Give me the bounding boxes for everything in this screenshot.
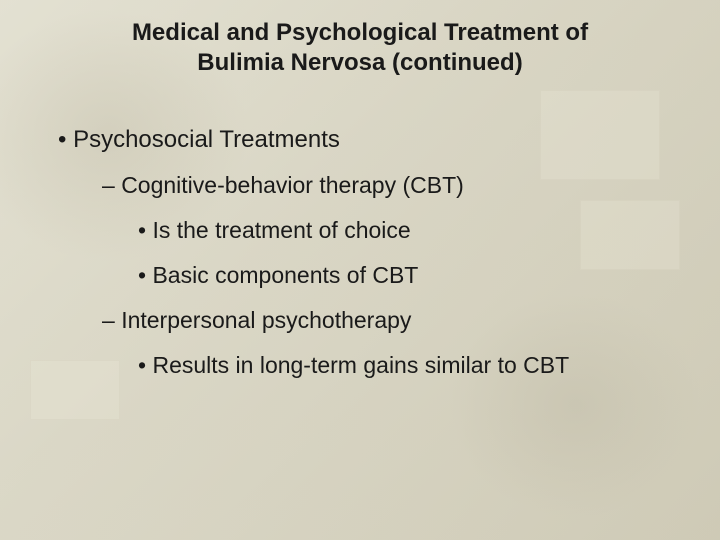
bullet-text: Basic components of CBT (152, 262, 418, 288)
bullet-level3: Results in long-term gains similar to CB… (138, 352, 690, 379)
bullet-text: Cognitive-behavior therapy (CBT) (121, 172, 464, 198)
bullet-level3: Basic components of CBT (138, 262, 690, 289)
bullet-level2: Cognitive-behavior therapy (CBT) (102, 172, 690, 199)
bullet-level1: Psychosocial Treatments (58, 126, 690, 154)
bullet-text: Results in long-term gains similar to CB… (152, 352, 569, 378)
bullet-text: Psychosocial Treatments (73, 126, 340, 153)
bullet-level3: Is the treatment of choice (138, 217, 690, 244)
slide-title: Medical and Psychological Treatment of B… (30, 18, 690, 78)
bullet-level2: Interpersonal psychotherapy (102, 307, 690, 334)
title-line-2: Bulimia Nervosa (continued) (197, 49, 522, 76)
slide-content: Medical and Psychological Treatment of B… (0, 0, 720, 540)
bullet-text: Interpersonal psychotherapy (121, 307, 411, 333)
title-line-1: Medical and Psychological Treatment of (132, 19, 588, 46)
bullet-text: Is the treatment of choice (152, 217, 410, 243)
